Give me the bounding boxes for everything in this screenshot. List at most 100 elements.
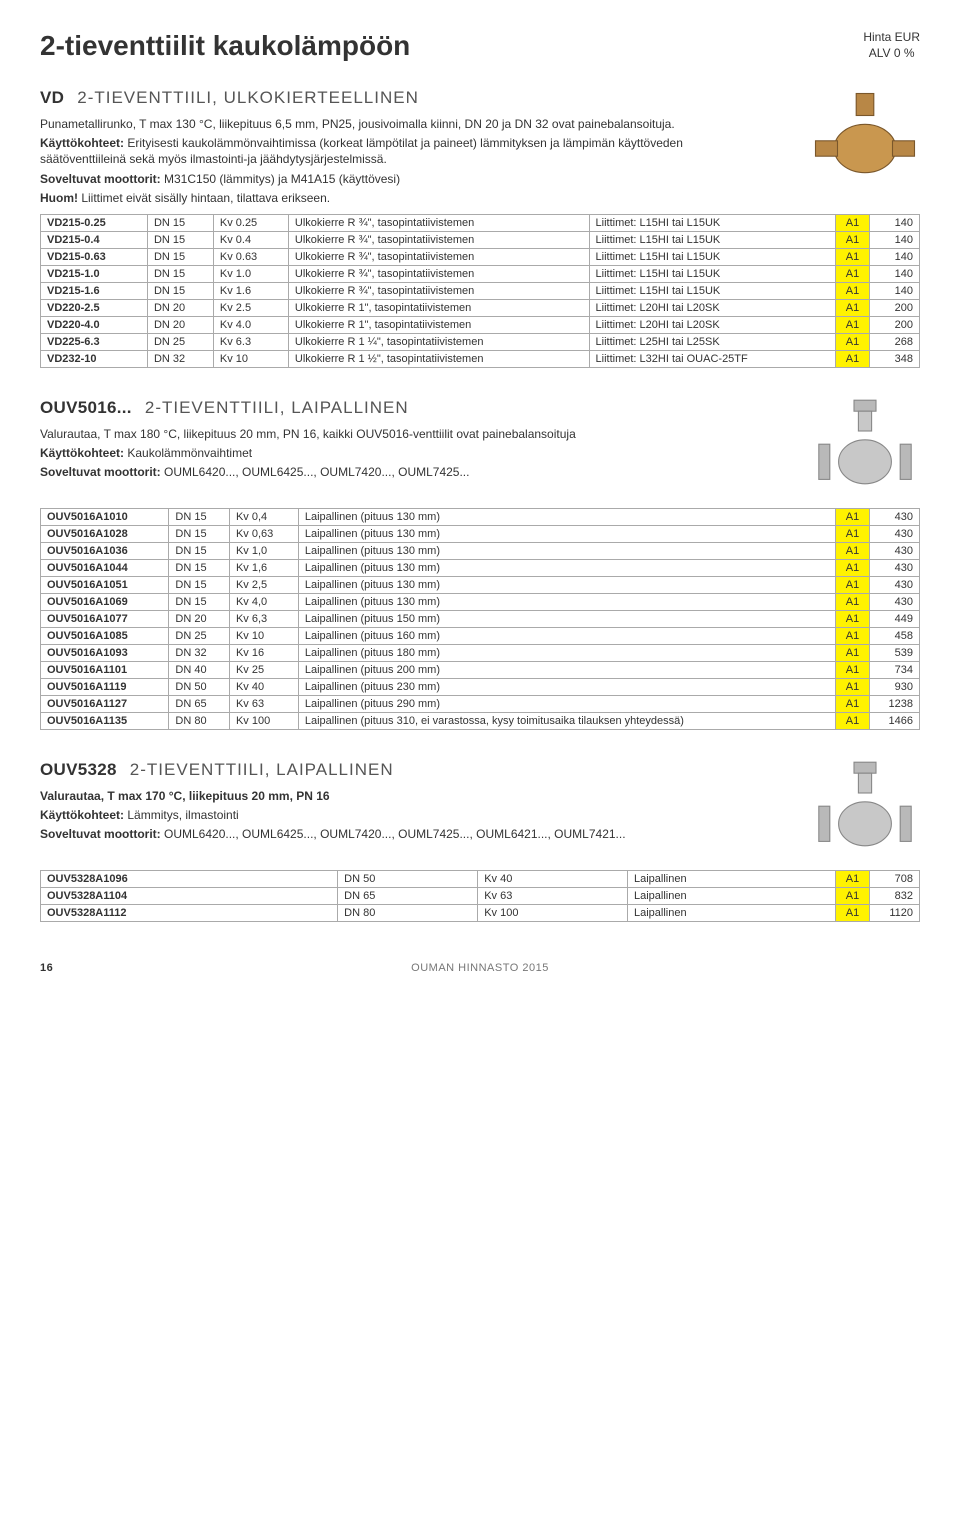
cell-dn: DN 80 bbox=[338, 904, 478, 921]
cell-price: 430 bbox=[870, 576, 920, 593]
cell-kv: Kv 63 bbox=[478, 887, 628, 904]
cell-desc: Laipallinen (pituus 180 mm) bbox=[298, 644, 835, 661]
cell-price: 930 bbox=[870, 678, 920, 695]
cell-a1: A1 bbox=[836, 712, 870, 729]
cell-kv: Kv 4,0 bbox=[229, 593, 298, 610]
cell-liit: Liittimet: L15HI tai L15UK bbox=[589, 265, 835, 282]
cell-desc: Laipallinen (pituus 200 mm) bbox=[298, 661, 835, 678]
ouv5328-p2-label: Käyttökohteet: bbox=[40, 808, 124, 822]
cell-price: 430 bbox=[870, 593, 920, 610]
cell-code: OUV5016A1085 bbox=[41, 627, 169, 644]
cell-price: 140 bbox=[870, 214, 920, 231]
cell-desc: Ulkokierre R ¾", tasopintatiivistemen bbox=[288, 231, 589, 248]
table-row: VD215-1.0DN 15Kv 1.0Ulkokierre R ¾", tas… bbox=[41, 265, 920, 282]
ouv5328-title: 2-TIEVENTTIILI, LAIPALLINEN bbox=[130, 760, 394, 779]
cell-a1: A1 bbox=[836, 350, 870, 367]
cell-code: OUV5016A1077 bbox=[41, 610, 169, 627]
table-row: VD215-0.4DN 15Kv 0.4Ulkokierre R ¾", tas… bbox=[41, 231, 920, 248]
ouv5016-p3: OUML6420..., OUML6425..., OUML7420..., O… bbox=[161, 465, 470, 479]
grey-valve-icon-2 bbox=[810, 760, 920, 870]
vd-p2-label: Käyttökohteet: bbox=[40, 136, 124, 150]
cell-dn: DN 20 bbox=[147, 316, 213, 333]
ouv5016-table: OUV5016A1010DN 15Kv 0,4Laipallinen (pitu… bbox=[40, 508, 920, 730]
cell-price: 140 bbox=[870, 265, 920, 282]
cell-dn: DN 15 bbox=[169, 525, 230, 542]
page-number: 16 bbox=[40, 962, 53, 974]
brass-valve-icon bbox=[810, 88, 920, 198]
cell-a1: A1 bbox=[836, 231, 870, 248]
cell-liit: Liittimet: L15HI tai L15UK bbox=[589, 248, 835, 265]
cell-desc: Laipallinen bbox=[628, 870, 836, 887]
cell-a1: A1 bbox=[836, 904, 870, 921]
cell-a1: A1 bbox=[836, 542, 870, 559]
cell-code: OUV5016A1051 bbox=[41, 576, 169, 593]
cell-price: 734 bbox=[870, 661, 920, 678]
cell-desc: Laipallinen (pituus 130 mm) bbox=[298, 508, 835, 525]
ouv5328-code: OUV5328 bbox=[40, 760, 117, 779]
cell-code: OUV5016A1127 bbox=[41, 695, 169, 712]
cell-dn: DN 20 bbox=[169, 610, 230, 627]
cell-a1: A1 bbox=[836, 265, 870, 282]
cell-dn: DN 15 bbox=[147, 231, 213, 248]
cell-price: 268 bbox=[870, 333, 920, 350]
cell-a1: A1 bbox=[836, 695, 870, 712]
cell-dn: DN 15 bbox=[147, 282, 213, 299]
cell-desc: Ulkokierre R 1", tasopintatiivistemen bbox=[288, 299, 589, 316]
cell-kv: Kv 4.0 bbox=[213, 316, 288, 333]
table-row: OUV5328A1104DN 65Kv 63LaipallinenA1832 bbox=[41, 887, 920, 904]
cell-dn: DN 15 bbox=[169, 576, 230, 593]
cell-desc: Ulkokierre R 1 ½", tasopintatiivistemen bbox=[288, 350, 589, 367]
cell-kv: Kv 10 bbox=[213, 350, 288, 367]
cell-price: 832 bbox=[870, 887, 920, 904]
cell-a1: A1 bbox=[836, 508, 870, 525]
cell-desc: Laipallinen (pituus 150 mm) bbox=[298, 610, 835, 627]
cell-code: OUV5016A1101 bbox=[41, 661, 169, 678]
cell-a1: A1 bbox=[836, 610, 870, 627]
cell-code: VD215-1.0 bbox=[41, 265, 148, 282]
page-title: 2-tieventtiilit kaukolämpöön bbox=[40, 30, 410, 62]
cell-desc: Laipallinen (pituus 230 mm) bbox=[298, 678, 835, 695]
cell-code: OUV5016A1036 bbox=[41, 542, 169, 559]
vd-para1: Punametallirunko, T max 130 °C, liikepit… bbox=[40, 116, 740, 132]
table-row: OUV5016A1093DN 32Kv 16Laipallinen (pituu… bbox=[41, 644, 920, 661]
cell-kv: Kv 100 bbox=[478, 904, 628, 921]
cell-code: VD215-1.6 bbox=[41, 282, 148, 299]
cell-kv: Kv 6.3 bbox=[213, 333, 288, 350]
cell-kv: Kv 40 bbox=[478, 870, 628, 887]
ouv5328-p3-label: Soveltuvat moottorit: bbox=[40, 827, 161, 841]
table-row: OUV5016A1044DN 15Kv 1,6Laipallinen (pitu… bbox=[41, 559, 920, 576]
ouv5016-section: OUV5016... 2-TIEVENTTIILI, LAIPALLINEN V… bbox=[40, 398, 920, 730]
cell-price: 140 bbox=[870, 231, 920, 248]
ouv5016-p2-label: Käyttökohteet: bbox=[40, 446, 124, 460]
cell-a1: A1 bbox=[836, 525, 870, 542]
cell-code: OUV5016A1135 bbox=[41, 712, 169, 729]
cell-kv: Kv 100 bbox=[229, 712, 298, 729]
cell-price: 1238 bbox=[870, 695, 920, 712]
cell-kv: Kv 40 bbox=[229, 678, 298, 695]
cell-kv: Kv 0,63 bbox=[229, 525, 298, 542]
cell-price: 348 bbox=[870, 350, 920, 367]
cell-kv: Kv 2.5 bbox=[213, 299, 288, 316]
cell-a1: A1 bbox=[836, 299, 870, 316]
cell-dn: DN 15 bbox=[169, 593, 230, 610]
cell-kv: Kv 1,0 bbox=[229, 542, 298, 559]
cell-code: OUV5016A1028 bbox=[41, 525, 169, 542]
cell-dn: DN 65 bbox=[338, 887, 478, 904]
cell-kv: Kv 0.63 bbox=[213, 248, 288, 265]
cell-dn: DN 15 bbox=[169, 542, 230, 559]
cell-dn: DN 15 bbox=[169, 508, 230, 525]
cell-desc: Ulkokierre R ¾", tasopintatiivistemen bbox=[288, 265, 589, 282]
cell-dn: DN 50 bbox=[169, 678, 230, 695]
cell-kv: Kv 1,6 bbox=[229, 559, 298, 576]
cell-a1: A1 bbox=[836, 576, 870, 593]
cell-code: VD232-10 bbox=[41, 350, 148, 367]
cell-kv: Kv 10 bbox=[229, 627, 298, 644]
cell-desc: Laipallinen (pituus 130 mm) bbox=[298, 542, 835, 559]
ouv5016-p3-label: Soveltuvat moottorit: bbox=[40, 465, 161, 479]
cell-price: 458 bbox=[870, 627, 920, 644]
cell-desc: Laipallinen (pituus 160 mm) bbox=[298, 627, 835, 644]
cell-price: 1120 bbox=[870, 904, 920, 921]
cell-liit: Liittimet: L15HI tai L15UK bbox=[589, 282, 835, 299]
cell-desc: Ulkokierre R 1", tasopintatiivistemen bbox=[288, 316, 589, 333]
cell-a1: A1 bbox=[836, 214, 870, 231]
